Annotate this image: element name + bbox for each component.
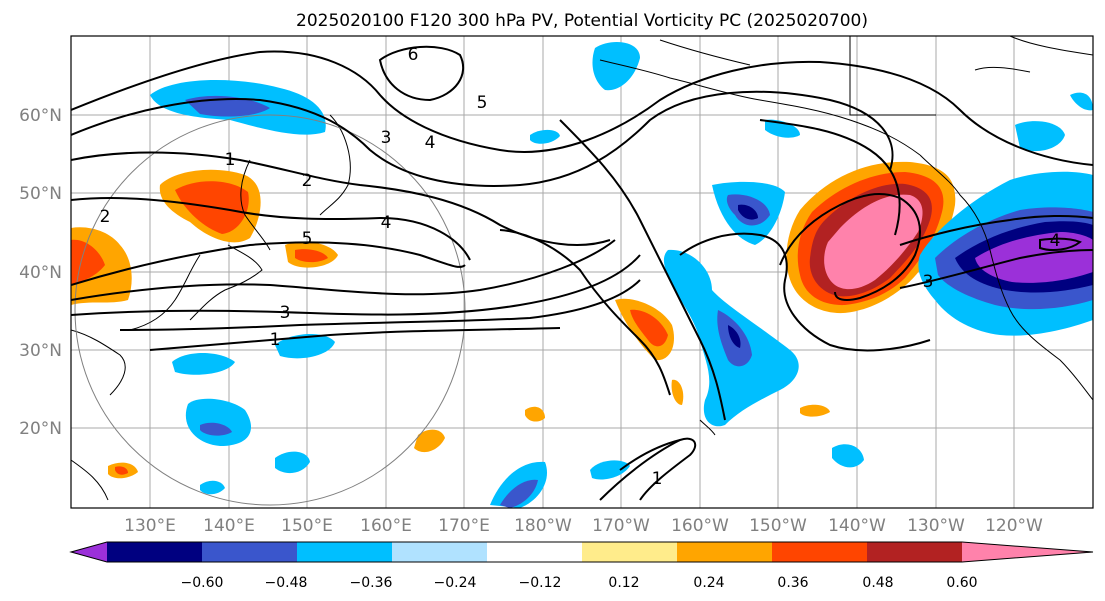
- colorbar-tick: −0.36: [350, 575, 393, 591]
- colorbar-tick: 0.12: [608, 575, 639, 591]
- pv-contours: [71, 45, 1093, 501]
- lat-label: 60°N: [19, 106, 62, 126]
- colorbar-segment: [677, 542, 773, 562]
- contour-label: 3: [381, 128, 392, 148]
- colorbar-ticks: −0.60 −0.48 −0.36 −0.24 −0.12 0.12 0.24 …: [181, 575, 978, 591]
- lon-label: 140°W: [828, 516, 886, 536]
- colorbar-segment: [772, 542, 868, 562]
- lon-label: 150°E: [281, 516, 333, 536]
- lon-label: 160°W: [671, 516, 729, 536]
- lat-label: 50°N: [19, 184, 62, 204]
- colorbar-tick: −0.60: [181, 575, 224, 591]
- colorbar-tick: 0.60: [946, 575, 977, 591]
- contour-label: 3: [923, 272, 934, 292]
- contour-label: 2: [100, 207, 111, 227]
- colorbar-tick: −0.12: [519, 575, 562, 591]
- coastlines: [71, 36, 1093, 506]
- contour-label: 1: [270, 330, 281, 350]
- lon-label: 140°E: [203, 516, 255, 536]
- colorbar-segment: [392, 542, 488, 562]
- colorbar-outline: [69, 541, 1094, 563]
- colorbar-extend-low: [71, 542, 107, 562]
- lon-label: 130°E: [124, 516, 176, 536]
- contour-label: 5: [477, 93, 488, 113]
- lon-label: 150°W: [749, 516, 807, 536]
- lat-label: 40°N: [19, 263, 62, 283]
- contour-label: 3: [280, 303, 291, 323]
- colorbar-tick: 0.36: [777, 575, 808, 591]
- map-frame: [70, 35, 1094, 509]
- colorbar: [69, 541, 1094, 563]
- lat-label: 20°N: [19, 419, 62, 439]
- colorbar-segment: [867, 542, 963, 562]
- longitude-labels: 130°E 140°E 150°E 160°E 170°E 180°W 170°…: [124, 516, 1043, 536]
- colorbar-segment: [487, 542, 583, 562]
- lon-label: 170°W: [592, 516, 650, 536]
- colorbar-segment: [107, 542, 203, 562]
- lat-label: 30°N: [19, 341, 62, 361]
- colorbar-extend-high: [962, 542, 1093, 562]
- lon-label: 160°E: [360, 516, 412, 536]
- map-title: 2025020100 F120 300 hPa PV, Potential Vo…: [296, 11, 868, 31]
- lon-label: 180°W: [514, 516, 572, 536]
- lon-label: 120°W: [985, 516, 1043, 536]
- latitude-labels: 60°N 50°N 40°N 30°N 20°N: [19, 106, 62, 439]
- colorbar-tick: −0.24: [434, 575, 477, 591]
- colorbar-segment: [582, 542, 678, 562]
- contour-label: 2: [302, 171, 313, 191]
- contour-label: 6: [408, 45, 419, 65]
- colorbar-tick: 0.24: [693, 575, 724, 591]
- contour-labels: 1 2 3 4 5 6 1 2 3 4 5 3 4 1: [100, 45, 1061, 489]
- lon-label: 130°W: [907, 516, 965, 536]
- map-area: 1 2 3 4 5 6 1 2 3 4 5 3 4 1: [71, 36, 1093, 508]
- colorbar-tick: −0.48: [265, 575, 308, 591]
- colorbar-segment: [297, 542, 393, 562]
- lon-label: 170°E: [438, 516, 490, 536]
- contour-label: 1: [652, 469, 663, 489]
- contour-label: 4: [425, 133, 436, 153]
- contour-label: 4: [381, 213, 392, 233]
- colorbar-tick: 0.48: [862, 575, 893, 591]
- contour-label: 4: [1050, 231, 1061, 251]
- colorbar-segment: [202, 542, 298, 562]
- contour-label: 5: [302, 229, 313, 249]
- contour-label: 1: [225, 150, 236, 170]
